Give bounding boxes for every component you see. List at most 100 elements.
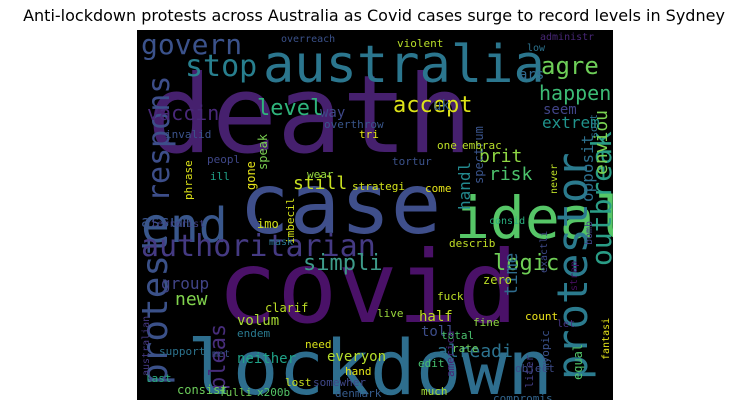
word-level: level	[257, 96, 323, 121]
word-overthrow: overthrow	[324, 118, 384, 131]
word-lost: lost	[285, 376, 312, 389]
word-zero: zero	[483, 273, 512, 287]
word-spectrum: spectrum	[472, 126, 486, 184]
word-everyon: everyon	[327, 349, 386, 365]
word-fine: fine	[473, 316, 500, 329]
word-alreadi: alreadi	[437, 341, 513, 362]
word-mask: mask	[269, 237, 293, 248]
word-bomb: bomb	[584, 221, 595, 245]
word-brit: brit	[479, 146, 522, 167]
word-strategi: strategi	[352, 180, 405, 193]
chart-title: Anti-lockdown protests across Australia …	[23, 6, 725, 25]
word-total: total	[441, 329, 474, 342]
word-america: america	[444, 331, 457, 377]
word-phrase: phrase	[182, 160, 195, 200]
word-risk: risk	[489, 164, 533, 185]
word-support: support	[159, 345, 205, 358]
word-myopic: myopic	[539, 330, 552, 370]
word-volum: volum	[237, 313, 279, 329]
word-embrac: embrac	[462, 139, 502, 152]
word-low: low	[527, 43, 546, 54]
word-somewher: somewher	[313, 376, 366, 389]
word-fulli: fulli	[219, 386, 252, 399]
word-ars: ars	[519, 67, 544, 83]
word-outbreak: outbreak	[585, 131, 613, 266]
word-half: half	[419, 309, 453, 325]
word-covid: covid	[217, 229, 518, 346]
word-invalid: invalid	[165, 128, 211, 141]
word-consist: consist	[177, 383, 228, 397]
word-extrem: extrem	[542, 113, 600, 132]
word-violent: violent	[397, 37, 443, 50]
cloud-background	[137, 30, 613, 400]
word-uk: uk	[433, 98, 450, 114]
word-end: end	[141, 198, 228, 254]
word-protestor: protestor	[548, 152, 597, 380]
word-object: object	[515, 362, 555, 375]
word-exactli: exactli	[539, 231, 550, 273]
word-one: one	[437, 139, 457, 152]
word-fuck: fuck	[437, 290, 464, 303]
word-compromis: compromis	[493, 392, 553, 400]
word-never: never	[549, 164, 560, 194]
word-protest: protest	[137, 233, 176, 385]
word-time: time	[501, 253, 522, 296]
word-tortur: tortur	[392, 155, 432, 168]
word-imo: imo	[257, 217, 279, 231]
word-toll: toll	[421, 324, 455, 340]
word-describ: describ	[449, 237, 495, 250]
word-ideal: ideal	[455, 184, 613, 252]
word-let: let	[557, 319, 575, 330]
word-authoritarian: authoritarian	[141, 229, 376, 264]
word-sort: sort	[589, 114, 600, 138]
word-terrorist: terrorist	[151, 219, 205, 230]
word-group: group	[161, 274, 209, 293]
word-opposit: opposit	[578, 135, 597, 202]
word-liter: liter	[523, 355, 536, 388]
word-overreach: overreach	[281, 34, 335, 45]
word-vaccin: vaccin	[147, 101, 219, 125]
word-met: met	[212, 349, 230, 360]
word-stop: stop	[185, 49, 257, 84]
word-consid: consid	[489, 216, 525, 227]
word-denmark: denmark	[335, 387, 382, 400]
word-ill: ill	[210, 170, 230, 183]
word-endem: endem	[237, 327, 270, 340]
word-administr: administr	[540, 32, 594, 43]
word-accept: accept	[393, 93, 472, 118]
word-still: still	[293, 173, 347, 194]
word-count: count	[525, 310, 558, 323]
word-happen: happen	[539, 81, 611, 105]
word-gone: gone	[244, 161, 258, 190]
word-much: much	[421, 385, 448, 398]
word-way: way	[320, 105, 345, 121]
word-clarif: clarif	[265, 301, 308, 315]
word-seem: seem	[543, 102, 577, 118]
word-case: case	[239, 155, 441, 253]
word-wear: wear	[307, 168, 334, 181]
word-fantasi: fantasi	[601, 318, 612, 360]
word-speak: speak	[256, 133, 270, 170]
word-imbecil: imbecil	[284, 198, 297, 244]
word-neither: neither	[237, 351, 296, 367]
word-hand: hand	[345, 365, 372, 378]
word-edit: edit	[418, 357, 445, 370]
word-need: need	[305, 338, 332, 351]
word-come: come	[425, 182, 452, 195]
word-simpli: simpli	[303, 251, 382, 276]
word-peopl: peopl	[207, 153, 240, 166]
word-strap: strap	[569, 261, 580, 291]
word-assum: assum	[141, 212, 189, 231]
word-handl: handl	[455, 162, 474, 210]
word-tri: tri	[359, 128, 379, 141]
word-live: live	[377, 307, 404, 320]
word-agre: agre	[541, 52, 599, 80]
word-pleas: pleas	[206, 324, 231, 390]
word-lockdown: lockdown	[187, 323, 553, 400]
word-equal: equal	[571, 344, 585, 380]
word-enviou: enviou	[591, 110, 612, 175]
word-logic: logic	[493, 251, 559, 276]
word-respons: respons	[142, 76, 177, 202]
